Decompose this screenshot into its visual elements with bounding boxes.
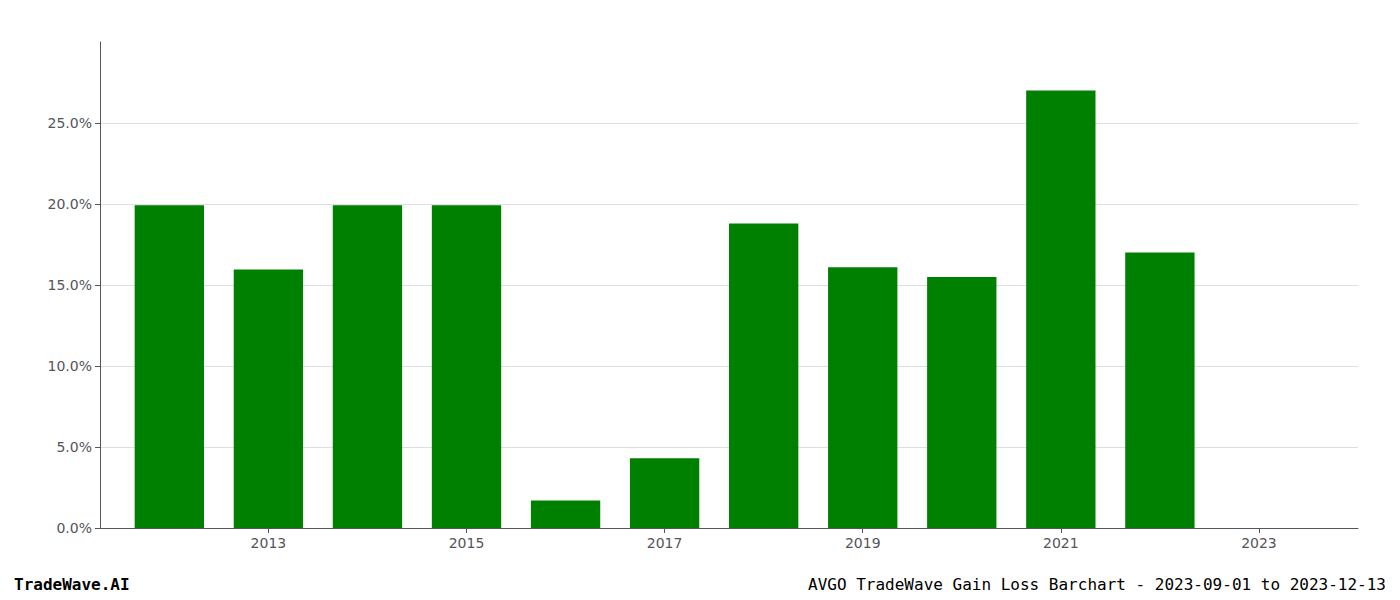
svg-text:2015: 2015 [449,535,485,551]
svg-text:2021: 2021 [1043,535,1079,551]
svg-text:15.0%: 15.0% [48,277,92,293]
svg-text:2019: 2019 [845,535,881,551]
svg-text:AVGO TradeWave Gain Loss Barch: AVGO TradeWave Gain Loss Barchart - 2023… [808,575,1386,594]
svg-text:25.0%: 25.0% [48,115,92,131]
svg-text:5.0%: 5.0% [56,439,92,455]
svg-text:2013: 2013 [251,535,287,551]
svg-text:2023: 2023 [1241,535,1277,551]
svg-text:0.0%: 0.0% [56,520,92,536]
svg-text:20.0%: 20.0% [48,196,92,212]
svg-text:10.0%: 10.0% [48,358,92,374]
svg-text:TradeWave.AI: TradeWave.AI [14,575,130,594]
svg-text:2017: 2017 [647,535,683,551]
